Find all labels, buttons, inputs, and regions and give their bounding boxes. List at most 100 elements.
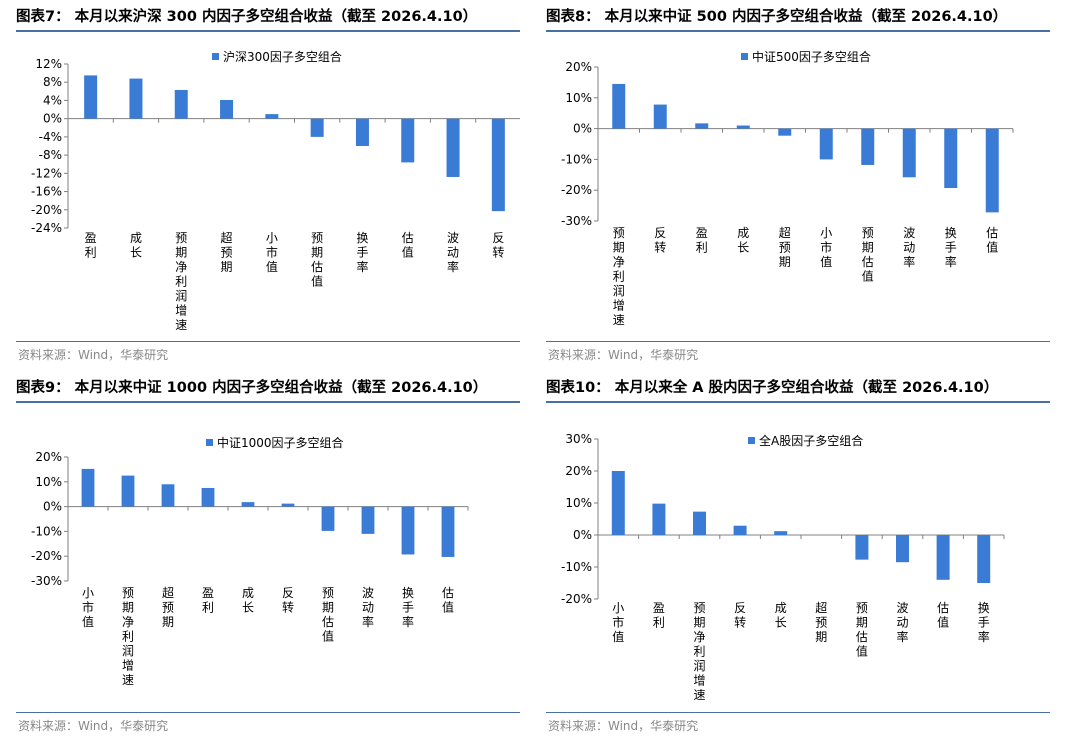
y-tick-label: -30% xyxy=(31,574,62,588)
legend-swatch xyxy=(741,53,748,60)
category-label: 小市值 xyxy=(820,226,832,269)
bar xyxy=(355,118,369,146)
category-label: 估值 xyxy=(442,586,454,615)
category-label: 估值 xyxy=(937,601,949,630)
title-rule xyxy=(546,401,1050,403)
category-label: 反转 xyxy=(282,586,294,615)
bar xyxy=(281,503,295,507)
bar xyxy=(310,118,324,137)
bar xyxy=(81,468,95,507)
bar xyxy=(693,511,706,535)
category-label: 预期估值 xyxy=(862,226,874,284)
category-label: 小市值 xyxy=(266,231,278,274)
category-label: 成长 xyxy=(130,231,142,260)
category-label: 波动率 xyxy=(903,226,915,269)
bar xyxy=(936,535,950,580)
category-label: 预期估值 xyxy=(322,586,334,644)
legend-label: 中证500因子多空组合 xyxy=(752,49,871,64)
bar xyxy=(774,531,788,535)
chart-title: 图表8： 本月以来中证 500 内因子多空组合收益（截至 2026.4.10） xyxy=(546,9,1008,25)
category-label: 成长 xyxy=(242,586,254,615)
y-tick-label: -20% xyxy=(561,592,592,606)
category-label: 小市值 xyxy=(612,601,624,644)
y-tick-label: -10% xyxy=(561,560,592,574)
bar xyxy=(201,488,215,507)
bar xyxy=(265,114,279,119)
category-label: 小市值 xyxy=(82,586,94,629)
bar xyxy=(778,128,792,136)
bar xyxy=(653,104,667,129)
y-tick-label: -30% xyxy=(561,214,592,228)
bar xyxy=(401,506,415,555)
category-label: 超预期 xyxy=(162,585,174,629)
bar xyxy=(129,78,143,119)
bar xyxy=(446,118,460,177)
legend-label: 沪深300因子多空组合 xyxy=(223,49,342,64)
bar xyxy=(861,128,875,165)
bar xyxy=(121,475,135,507)
y-tick-label: 0% xyxy=(573,528,592,542)
chart-panel-hs300: 图表7： 本月以来沪深 300 内因子多空组合收益（截至 2026.4.10） … xyxy=(16,6,520,372)
category-label: 估值 xyxy=(402,231,414,260)
category-label: 波动率 xyxy=(896,601,908,644)
bar xyxy=(896,535,909,563)
category-label: 估值 xyxy=(986,226,998,255)
y-tick-label: 30% xyxy=(565,432,592,446)
title-rule xyxy=(16,30,520,32)
category-label: 换手率 xyxy=(402,586,414,629)
y-tick-label: -8% xyxy=(39,148,62,162)
bar xyxy=(733,525,747,535)
bar xyxy=(977,535,991,583)
y-tick-label: 0% xyxy=(573,122,592,136)
category-label: 波动率 xyxy=(362,586,374,629)
source-rule xyxy=(16,712,520,713)
category-label: 换手率 xyxy=(356,231,368,274)
category-label: 盈利 xyxy=(653,601,665,630)
y-tick-label: -16% xyxy=(31,185,62,199)
bar xyxy=(361,506,375,534)
bar xyxy=(652,503,666,535)
bar xyxy=(321,506,335,531)
category-label: 换手率 xyxy=(978,601,990,644)
category-label: 超预期 xyxy=(779,225,791,269)
y-tick-label: 12% xyxy=(35,57,62,71)
bar xyxy=(241,502,255,507)
category-label: 成长 xyxy=(737,226,749,255)
y-tick-label: 8% xyxy=(43,75,62,89)
y-tick-label: -12% xyxy=(31,166,62,180)
legend-label: 全A股因子多空组合 xyxy=(759,433,863,448)
legend-label: 中证1000因子多空组合 xyxy=(217,435,344,450)
category-label: 预期净利润增速 xyxy=(693,601,705,702)
y-tick-label: 0% xyxy=(43,112,62,126)
source-note: 资料来源：Wind，华泰研究 xyxy=(18,348,169,362)
category-label: 反转 xyxy=(654,226,666,255)
y-tick-label: 20% xyxy=(35,450,62,464)
bar xyxy=(401,118,415,163)
bar xyxy=(944,128,958,189)
y-tick-label: 10% xyxy=(565,91,592,105)
y-tick-label: 20% xyxy=(565,464,592,478)
category-label: 反转 xyxy=(492,231,504,260)
category-label: 盈利 xyxy=(696,226,708,255)
bar xyxy=(84,75,98,119)
bar xyxy=(174,89,188,119)
chart-title: 图表9： 本月以来中证 1000 内因子多空组合收益（截至 2026.4.10） xyxy=(16,380,488,396)
bar-chart-hs300: 12% 8% 4% 0% -4% -8% -12% -16% -20% -24% 盈利 成长 预期净利润… xyxy=(31,49,520,332)
y-tick-label: -20% xyxy=(31,203,62,217)
category-label: 换手率 xyxy=(945,226,957,269)
bar xyxy=(611,471,625,535)
y-tick-label: 10% xyxy=(565,496,592,510)
bar xyxy=(491,118,505,212)
legend-swatch xyxy=(206,439,213,446)
bar xyxy=(736,125,750,129)
category-label: 预期估值 xyxy=(311,231,323,289)
y-tick-label: -4% xyxy=(39,130,62,144)
chart-title: 图表10： 本月以来全 A 股内因子多空组合收益（截至 2026.4.10） xyxy=(546,380,999,396)
y-tick-label: -10% xyxy=(561,152,592,166)
chart-panel-csi1000: 图表9： 本月以来中证 1000 内因子多空组合收益（截至 2026.4.10）… xyxy=(16,377,520,743)
y-tick-label: 0% xyxy=(43,500,62,514)
category-label: 预期估值 xyxy=(856,601,868,659)
category-label: 盈利 xyxy=(85,231,97,260)
bar xyxy=(855,535,869,560)
